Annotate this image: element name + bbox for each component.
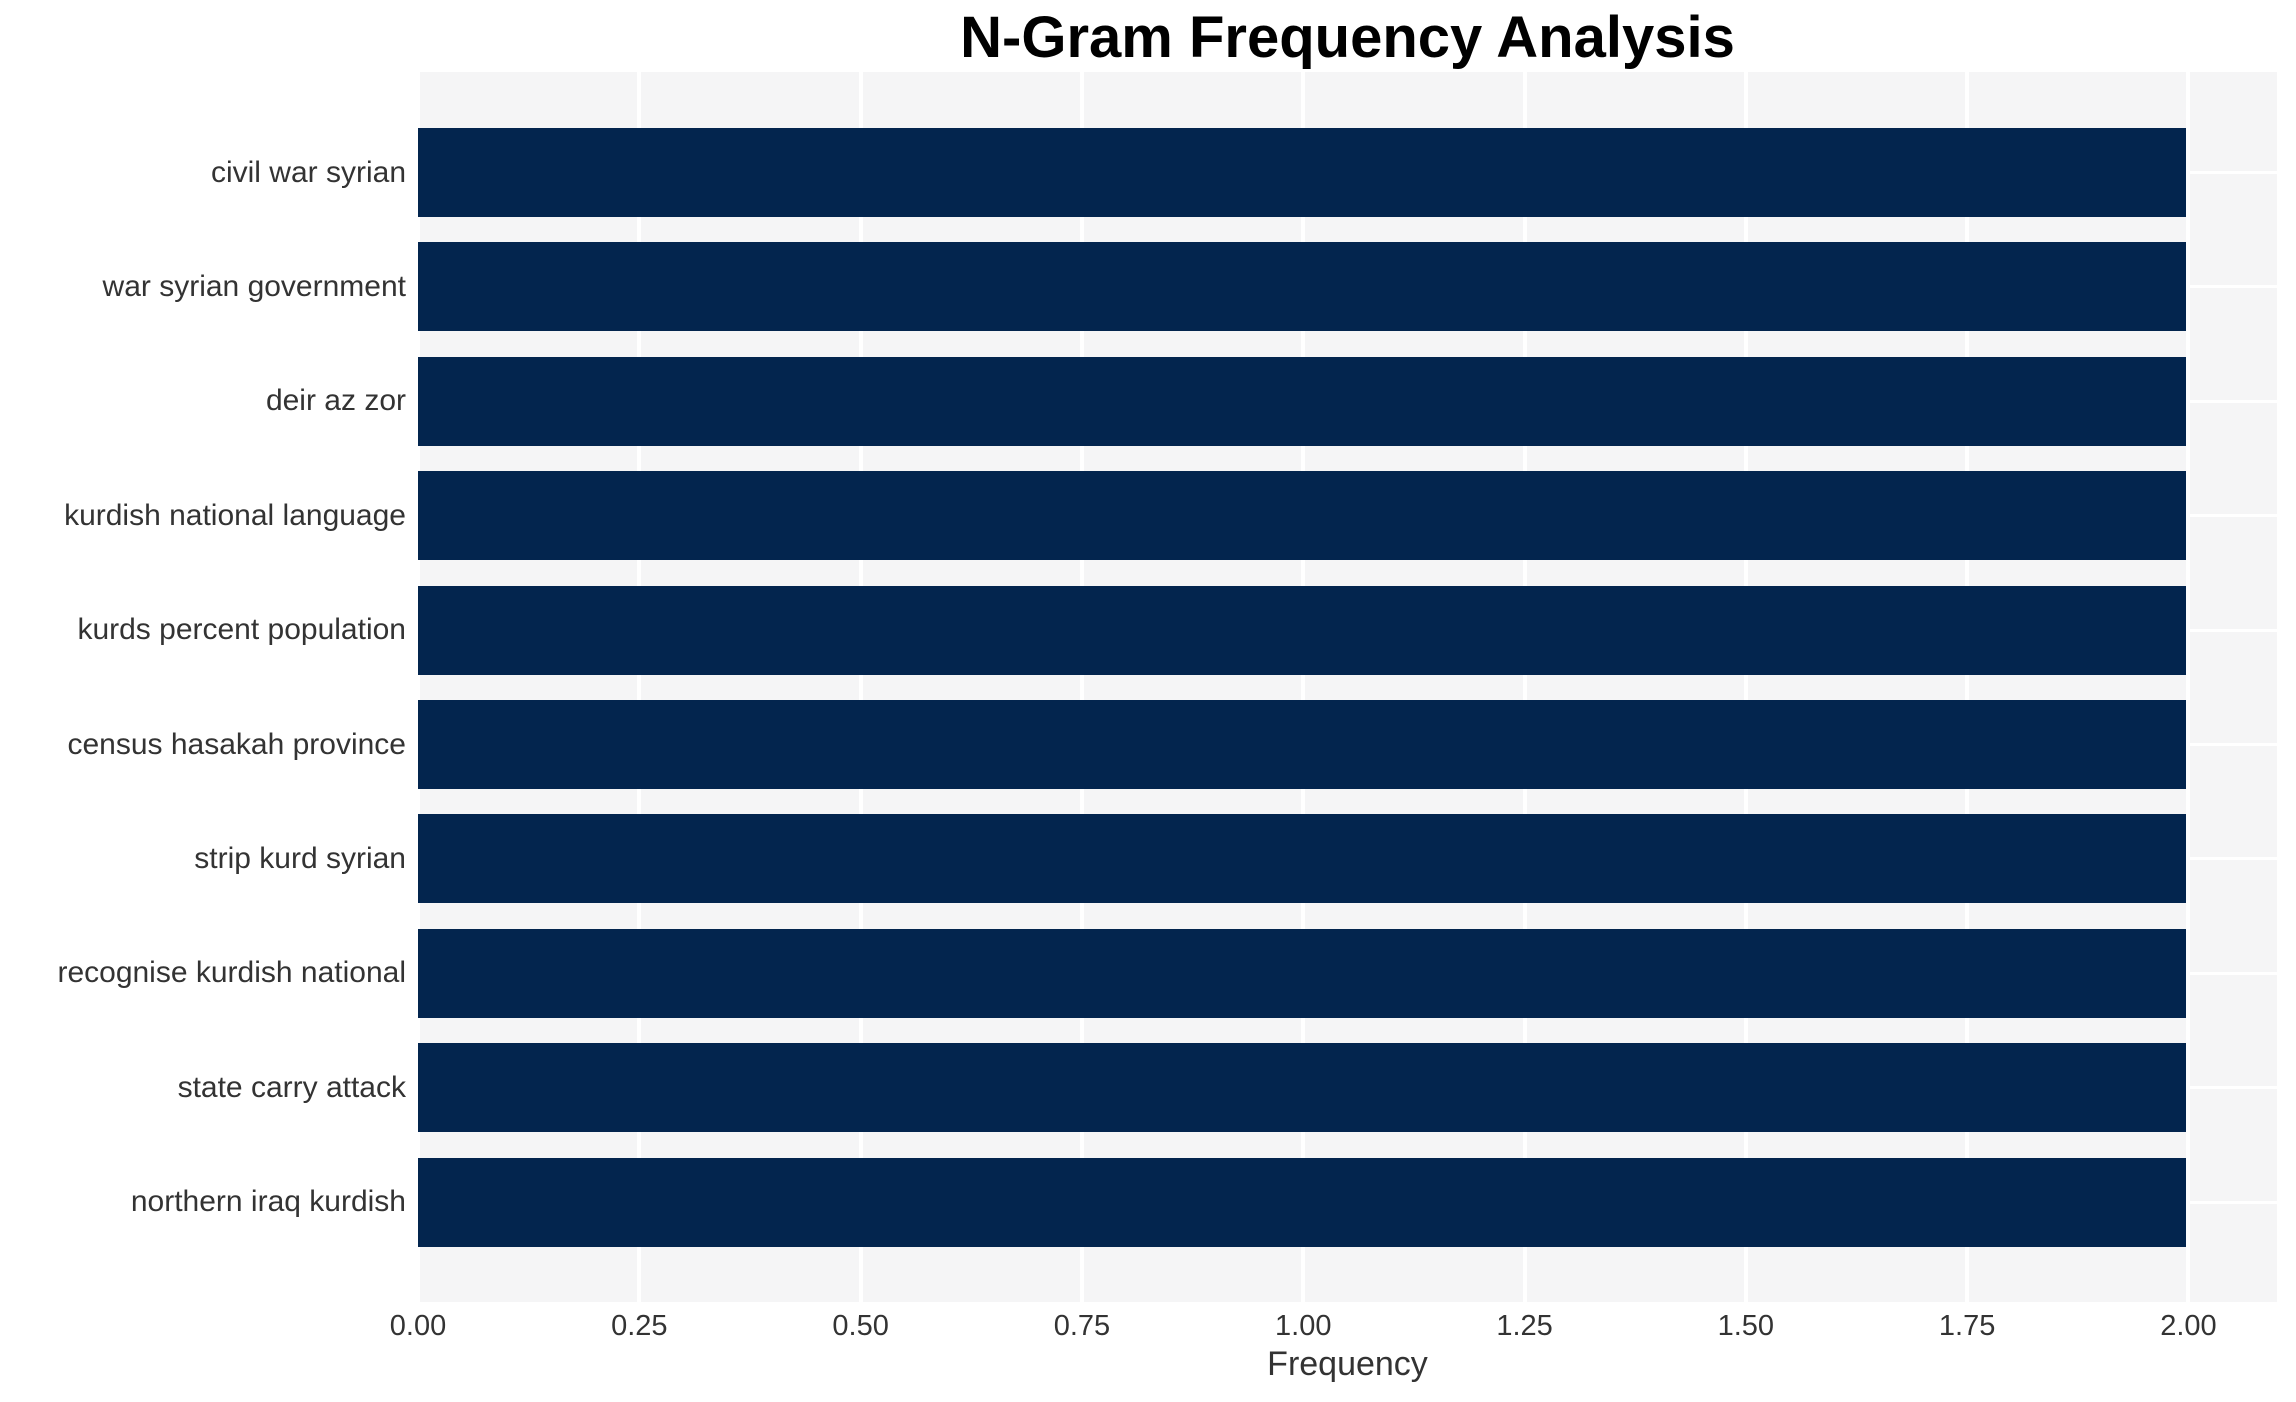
gridline-x-1.75 [1965,72,1970,1302]
bar-kurds-percent-population [418,585,2187,675]
gridline-x-0.50 [858,72,863,1302]
bar-deir-az-zor [418,356,2187,446]
x-tick-label-0.50: 0.50 [832,1310,889,1342]
y-tick-label: recognise kurdish national [57,956,406,990]
bar-war-syrian-government [418,242,2187,332]
bar-state-carry-attack [418,1043,2187,1133]
gridline-x-2.00 [2186,72,2191,1302]
y-tick-label: state carry attack [177,1070,406,1104]
x-tick-label-2.00: 2.00 [2160,1310,2217,1342]
x-tick-label-0.25: 0.25 [611,1310,668,1342]
gridline-x-0.00 [416,72,420,1302]
gridline-x-1.00 [1301,72,1306,1302]
gridline-x-0.25 [637,72,642,1302]
bar-northern-iraq-kurdish [418,1157,2187,1247]
x-tick-label-0.75: 0.75 [1053,1310,1111,1342]
y-tick-label: northern iraq kurdish [130,1185,406,1219]
chart-title: N-Gram Frequency Analysis [960,5,1735,70]
x-axis-label: Frequency [1267,1345,1428,1383]
gridline-x-0.75 [1079,72,1084,1302]
gridline-x-1.50 [1743,72,1748,1302]
bar-kurdish-national-language [418,471,2187,561]
x-tick-label-1.75: 1.75 [1938,1310,1996,1342]
bar-civil-war-syrian [418,128,2187,217]
y-tick-label: kurdish national language [64,498,406,532]
x-tick-label-0.00: 0.00 [389,1310,447,1342]
y-tick-label: civil war syrian [210,155,406,189]
y-tick-label: kurds percent population [77,613,406,647]
x-tick-label-1.00: 1.00 [1275,1310,1332,1342]
x-tick-label-1.50: 1.50 [1717,1310,1775,1342]
y-tick-label: deir az zor [265,384,406,418]
y-tick-label: strip kurd syrian [194,841,406,875]
y-tick-label: census hasakah province [67,727,406,761]
gridline-x-1.25 [1522,72,1527,1302]
y-tick-label: war syrian government [102,269,406,303]
bar-recognise-kurdish-national [418,928,2187,1018]
x-tick-label-1.25: 1.25 [1496,1310,1553,1342]
bar-census-hasakah-province [418,700,2187,789]
plot-area [416,72,2277,1302]
bar-strip-kurd-syrian [418,814,2187,904]
